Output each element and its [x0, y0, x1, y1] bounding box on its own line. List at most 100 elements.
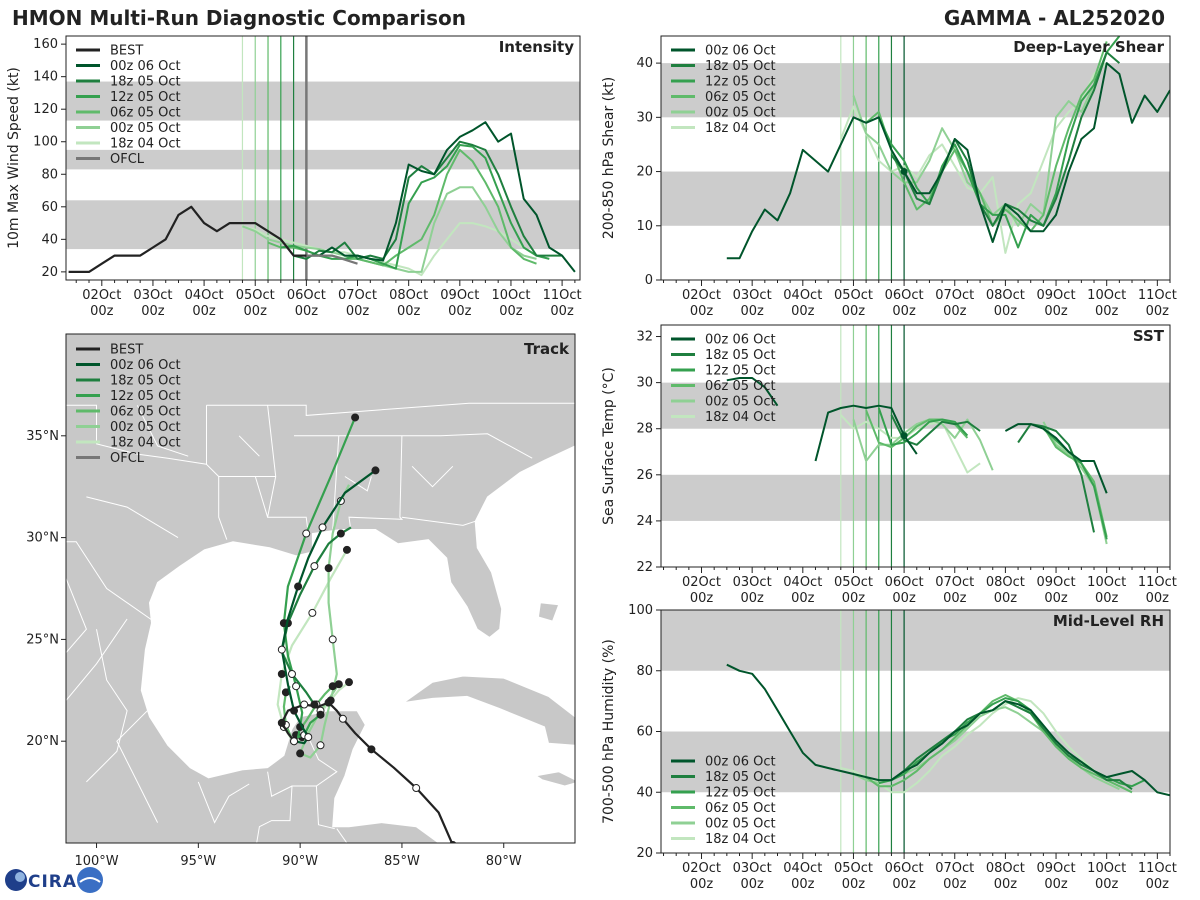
sst-band	[661, 474, 1170, 521]
sst-frame	[660, 324, 1171, 568]
intensity-legend-label: 18z 05 Oct	[110, 75, 181, 90]
shear-ytick-label: 0	[645, 273, 653, 288]
sst-legend-label: 18z 04 Oct	[705, 410, 776, 425]
track-marker	[316, 741, 325, 750]
track-legend-label: 18z 04 Oct	[110, 436, 181, 451]
shear-xtick-label: 09Oct	[1037, 288, 1076, 303]
intensity-ytick-label: 160	[33, 37, 58, 52]
sst-xtick-label: 11Oct	[1138, 575, 1177, 590]
rh-series-line	[726, 663, 1170, 797]
sst-xtick-label: 06Oct	[885, 575, 924, 590]
track-panel: 100°W 95°W 90°W 85°W 80°W 20°N 25°N 30°N 35°N Tra…	[26, 333, 576, 869]
track-marker	[300, 700, 309, 709]
rh-panel: 2040608010002Oct00z03Oct00z04Oct00z05Oct…	[601, 603, 1177, 892]
intensity-legend-label: BEST	[110, 44, 143, 59]
intensity-series-group	[68, 121, 576, 277]
shear-legend-label: 18z 05 Oct	[705, 59, 776, 74]
intensity-legend-label: 00z 05 Oct	[110, 121, 181, 136]
track-ytick-label: 30°N	[26, 531, 59, 546]
sst-xtick-label: 00z	[994, 591, 1018, 606]
shear-ytick-label: 10	[636, 219, 653, 234]
intensity-xtick-label: 09Oct	[440, 288, 479, 303]
track-marker	[324, 698, 333, 707]
shear-xtick-label: 11Oct	[1138, 288, 1177, 303]
track-xtick-label: 95°W	[180, 854, 216, 869]
shear-ytick-label: 20	[636, 165, 653, 180]
figure-title: HMON Multi-Run Diagnostic Comparison	[12, 6, 466, 30]
shear-xtick-label: 00z	[690, 304, 714, 319]
track-legend-label: OFCL	[110, 451, 145, 466]
rh-xtick-label: 00z	[994, 877, 1018, 892]
track-marker	[371, 466, 380, 475]
map-border	[344, 476, 372, 492]
sst-xtick-label: 08Oct	[986, 575, 1025, 590]
sst-legend-label: 00z 05 Oct	[705, 395, 776, 410]
track-marker	[324, 564, 333, 573]
sst-xtick-label: 04Oct	[783, 575, 822, 590]
track-title: Track	[524, 340, 570, 358]
track-marker	[328, 635, 337, 644]
sst-ytick-label: 22	[636, 560, 653, 575]
track-marker	[296, 749, 305, 758]
shear-band	[661, 171, 1170, 226]
shear-legend-label: 06z 05 Oct	[705, 90, 776, 105]
intensity-legend-label: 00z 06 Oct	[110, 59, 181, 74]
sst-legend-label: 00z 06 Oct	[705, 333, 776, 348]
track-lines	[276, 413, 457, 843]
sst-xtick-label: 10Oct	[1087, 575, 1126, 590]
map-border	[411, 465, 454, 488]
intensity-legend-label: 06z 05 Oct	[110, 106, 181, 121]
rh-series-line	[840, 697, 1120, 794]
intensity-xtick-label: 00z	[295, 304, 319, 319]
track-marker	[277, 670, 286, 679]
map-border	[66, 404, 207, 465]
shear-xtick-label: 00z	[1044, 304, 1068, 319]
track-ytick-label: 35°N	[26, 429, 59, 444]
rh-ytick-label: 100	[628, 603, 653, 618]
rh-xtick-label: 02Oct	[682, 861, 721, 876]
intensity-xtick-label: 00z	[141, 304, 165, 319]
track-marker	[367, 745, 376, 754]
rh-legend-label: 18z 05 Oct	[705, 770, 776, 785]
sst-xtick-label: 00z	[1095, 591, 1119, 606]
intensity-legend-label: OFCL	[110, 152, 145, 167]
rh-xtick-label: 10Oct	[1087, 861, 1126, 876]
track-legend-label: 18z 05 Oct	[110, 374, 181, 389]
rh-xtick-label: 04Oct	[783, 861, 822, 876]
sst-xtick-label: 00z	[943, 591, 967, 606]
map-border	[401, 516, 476, 526]
logo-wave-icon	[79, 877, 101, 883]
rh-legend-label: 00z 06 Oct	[705, 755, 776, 770]
shear-frame	[660, 35, 1171, 281]
intensity-xtick-label: 00z	[244, 304, 268, 319]
map-land-north-america	[66, 334, 575, 843]
intensity-series-line	[68, 205, 307, 273]
rh-xtick-label: 00z	[791, 877, 815, 892]
map-group	[66, 334, 575, 843]
shear-xtick-label: 00z	[1095, 304, 1119, 319]
shear-init-marker	[900, 168, 908, 176]
sst-legend-label: 18z 05 Oct	[705, 348, 776, 363]
rh-xtick-label: 03Oct	[733, 861, 772, 876]
track-legend-label: 00z 06 Oct	[110, 358, 181, 373]
rh-xtick-label: 00z	[943, 877, 967, 892]
rh-band	[661, 610, 1170, 671]
shear-xtick-label: 06Oct	[885, 288, 924, 303]
rh-series-group	[726, 663, 1170, 797]
shear-xtick-label: 03Oct	[733, 288, 772, 303]
intensity-legend-label: 12z 05 Oct	[110, 90, 181, 105]
rh-xtick-label: 00z	[1044, 877, 1068, 892]
sst-series-line	[877, 407, 969, 446]
track-ytick-label: 20°N	[26, 734, 59, 749]
shear-xtick-label: 10Oct	[1087, 288, 1126, 303]
rh-ytick-label: 40	[636, 785, 653, 800]
track-line	[280, 526, 352, 706]
map-border	[66, 541, 154, 622]
intensity-xtick-label: 00z	[90, 304, 114, 319]
track-marker	[292, 682, 301, 691]
rh-xtick-label: 00z	[740, 877, 764, 892]
track-marker	[310, 562, 319, 571]
map-border	[332, 435, 340, 530]
track-xtick-label: 80°W	[486, 854, 522, 869]
rh-legend-label: 06z 05 Oct	[705, 801, 776, 816]
